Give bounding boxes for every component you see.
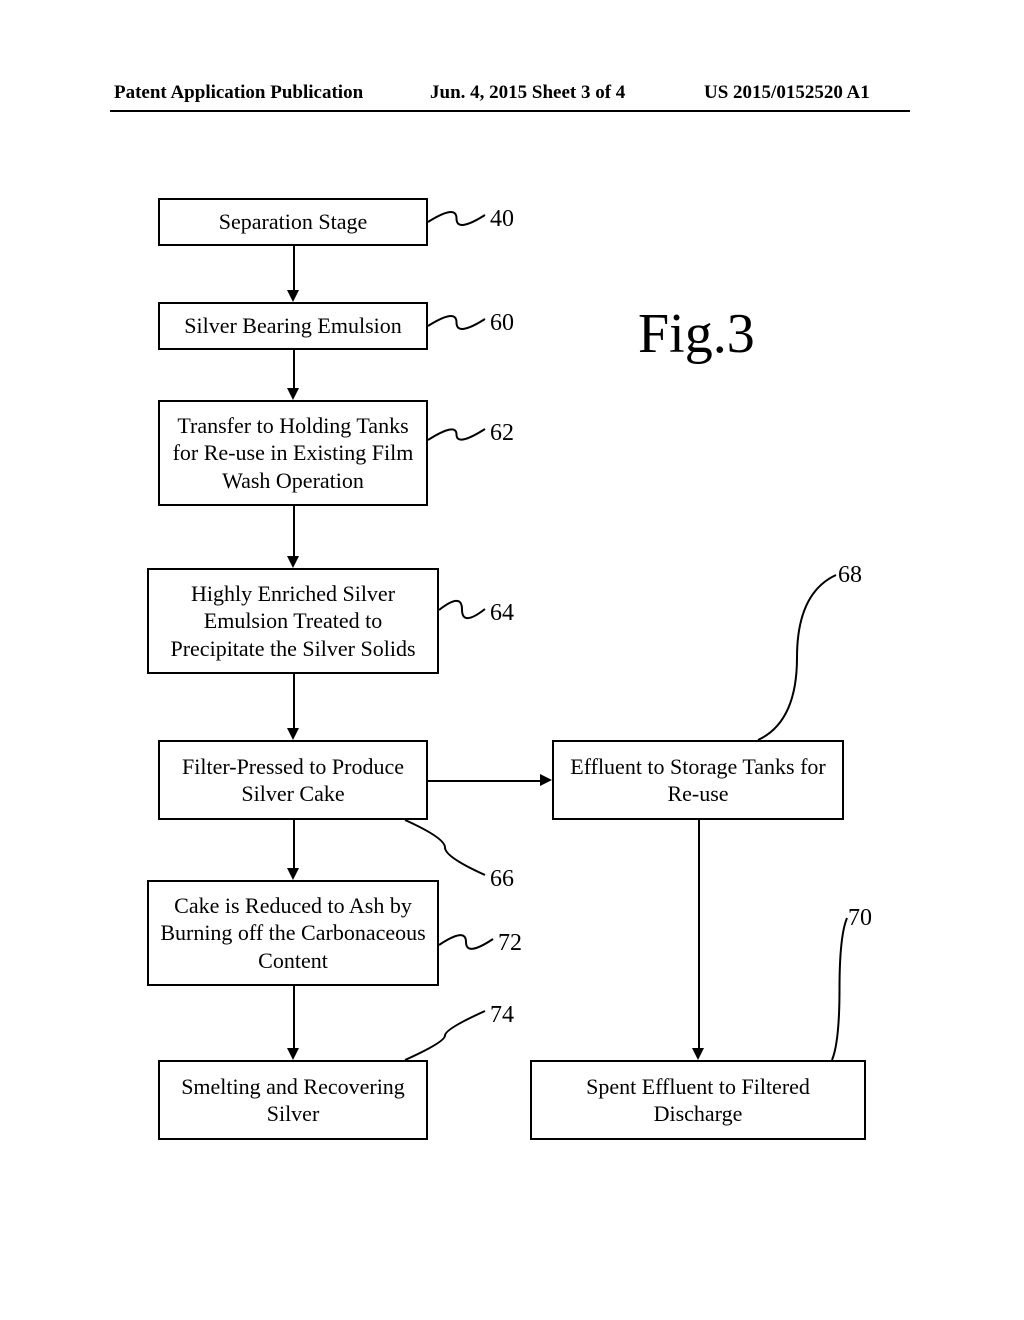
leader-line-74 <box>385 991 505 1080</box>
connector-n72-n74 <box>293 986 295 1050</box>
connector-n60-n62 <box>293 350 295 390</box>
flow-node-label: Silver Bearing Emulsion <box>184 312 402 340</box>
flow-node-label: Filter-Pressed to Produce Silver Cake <box>168 753 418 808</box>
arrowhead-down <box>287 1048 299 1060</box>
connector-n66-n68 <box>428 780 542 782</box>
leader-line-70 <box>812 898 867 1080</box>
flow-node-label: Separation Stage <box>219 208 367 236</box>
arrowhead-down <box>287 868 299 880</box>
figure-title: Fig.3 <box>638 302 755 366</box>
flow-node-label: Effluent to Storage Tanks for Re-use <box>562 753 834 808</box>
flow-node-label: Smelting and Recovering Silver <box>168 1073 418 1128</box>
connector-n66-n72 <box>293 820 295 870</box>
flow-node-n60: Silver Bearing Emulsion <box>158 302 428 350</box>
flow-node-n64: Highly Enriched Silver Emulsion Treated … <box>147 568 439 674</box>
page-canvas: Patent Application Publication Jun. 4, 2… <box>0 0 1024 1320</box>
flow-node-n72: Cake is Reduced to Ash by Burning off th… <box>147 880 439 986</box>
arrowhead-down <box>692 1048 704 1060</box>
header-center: Jun. 4, 2015 Sheet 3 of 4 <box>430 82 625 104</box>
connector-n40-n60 <box>293 246 295 292</box>
leader-line-62 <box>408 409 505 460</box>
arrowhead-down <box>287 556 299 568</box>
leader-line-40 <box>408 195 505 242</box>
connector-n62-n64 <box>293 506 295 558</box>
flow-node-label: Cake is Reduced to Ash by Burning off th… <box>157 892 429 975</box>
leader-line-64 <box>419 589 505 630</box>
leader-line-68 <box>738 555 856 760</box>
flow-node-n40: Separation Stage <box>158 198 428 246</box>
arrowhead-down <box>287 290 299 302</box>
header-right: US 2015/0152520 A1 <box>704 82 870 104</box>
flow-node-label: Spent Effluent to Filtered Discharge <box>540 1073 856 1128</box>
header-rule <box>110 110 910 112</box>
connector-n68-n70 <box>698 820 700 1050</box>
arrowhead-down <box>287 728 299 740</box>
leader-line-72 <box>419 919 513 965</box>
flow-node-label: Highly Enriched Silver Emulsion Treated … <box>157 580 429 663</box>
arrowhead-right <box>540 774 552 786</box>
flow-node-label: Transfer to Holding Tanks for Re-use in … <box>168 412 418 495</box>
arrowhead-down <box>287 388 299 400</box>
header-left: Patent Application Publication <box>114 82 363 104</box>
flow-node-n62: Transfer to Holding Tanks for Re-use in … <box>158 400 428 506</box>
connector-n64-n66 <box>293 674 295 730</box>
leader-line-60 <box>408 299 505 346</box>
